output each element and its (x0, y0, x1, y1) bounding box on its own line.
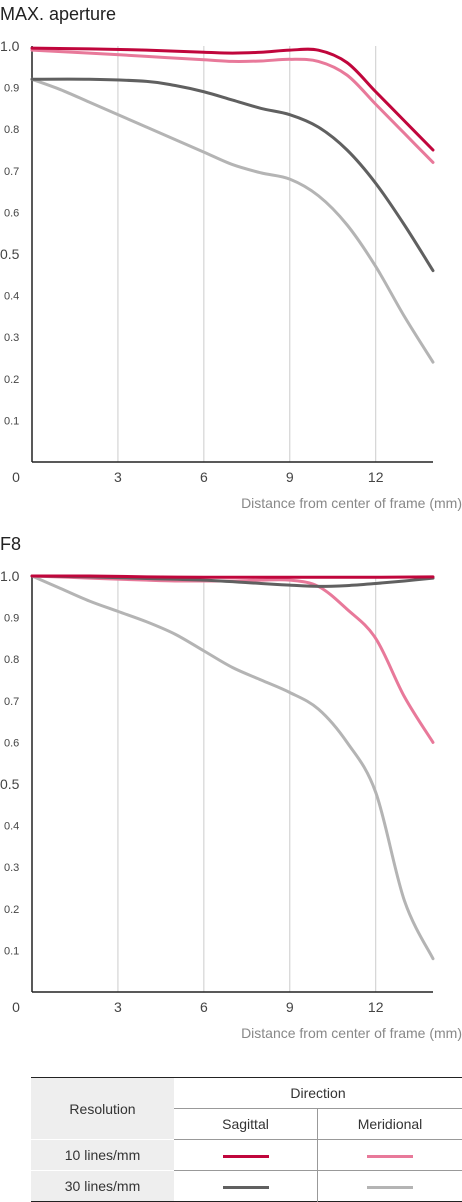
y-tick-label: 0.6 (4, 737, 19, 749)
y-tick-label: 0.1 (4, 415, 19, 427)
x-axis-label: Distance from center of frame (mm) (241, 1025, 462, 1041)
series-line (32, 576, 433, 577)
x-tick-label: 3 (114, 469, 122, 485)
y-tick-label: 0.5 (0, 246, 20, 262)
legend-swatch-10-meridional (367, 1155, 413, 1158)
series-line (32, 50, 433, 162)
y-tick-label: 0.6 (4, 207, 19, 219)
y-tick-label: 0.7 (4, 696, 19, 708)
x-tick-label: 12 (368, 999, 384, 1015)
y-tick-label: 0.4 (4, 821, 19, 833)
y-tick-label: 0.7 (4, 166, 19, 178)
mtf-chart-f8: 1.0 0.5 0.9 0.8 0.7 0.6 0.4 0.3 0.2 0.1 0 3 6 9 12 Dist… (0, 560, 462, 1050)
x-axis-label: Distance from center of frame (mm) (241, 495, 462, 511)
panel-title-f8: F8 (0, 534, 21, 555)
y-tick-label: 0.4 (4, 291, 19, 303)
y-tick-label: 0.3 (4, 862, 19, 874)
legend-sagittal-header: Sagittal (174, 1109, 318, 1140)
legend-swatch-cell (318, 1140, 462, 1171)
y-tick-label: 0.2 (4, 374, 19, 386)
x-tick-label: 6 (200, 999, 208, 1015)
y-tick-label: 0.9 (4, 83, 19, 95)
series-line (32, 79, 433, 362)
y-tick-label: 0.5 (0, 776, 20, 792)
legend-row-label: 30 lines/mm (31, 1171, 174, 1202)
x-tick-label: 9 (286, 999, 294, 1015)
y-tick-label: 0.8 (4, 654, 19, 666)
x-tick-label: 12 (368, 469, 384, 485)
series-line (32, 79, 433, 271)
legend-swatch-cell (318, 1171, 462, 1202)
x-tick-label: 9 (286, 469, 294, 485)
y-tick-label: 0.2 (4, 904, 19, 916)
x-tick-label: 0 (12, 999, 20, 1015)
y-tick-label: 0.8 (4, 124, 19, 136)
mtf-chart-max-aperture: 1.0 0.5 0.9 0.8 0.7 0.6 0.4 0.3 0.2 0.1 0 3 6 9 12 Dist… (0, 30, 462, 520)
legend-direction-header: Direction (174, 1078, 462, 1109)
legend-swatch-30-meridional (367, 1186, 413, 1189)
y-tick-label: 0.9 (4, 613, 19, 625)
legend-swatch-10-sagittal (223, 1155, 269, 1158)
x-tick-label: 3 (114, 999, 122, 1015)
legend-meridional-header: Meridional (318, 1109, 462, 1140)
x-tick-label: 6 (200, 469, 208, 485)
legend-swatch-30-sagittal (223, 1186, 269, 1189)
y-tick-label: 1.0 (0, 568, 20, 584)
legend-table: Resolution Direction Sagittal Meridional… (31, 1077, 462, 1202)
x-tick-label: 0 (12, 469, 20, 485)
legend-swatch-cell (174, 1171, 318, 1202)
legend-resolution-header: Resolution (31, 1078, 174, 1140)
y-tick-label: 0.3 (4, 332, 19, 344)
legend-swatch-cell (174, 1140, 318, 1171)
y-tick-label: 1.0 (0, 38, 20, 54)
y-tick-label: 0.1 (4, 945, 19, 957)
legend-row-label: 10 lines/mm (31, 1140, 174, 1171)
panel-title-max-aperture: MAX. aperture (0, 4, 116, 25)
